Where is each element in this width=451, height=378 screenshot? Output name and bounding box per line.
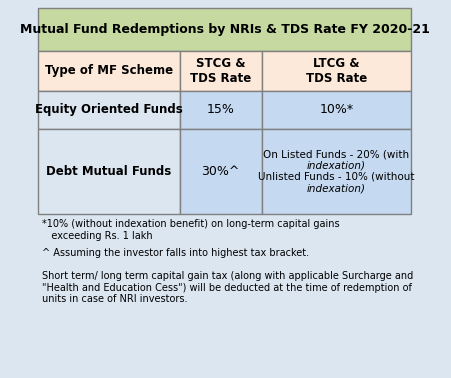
Bar: [262, 91, 411, 129]
Text: On Listed Funds - 20% (with: On Listed Funds - 20% (with: [263, 149, 410, 159]
Text: ^ Assuming the investor falls into highest tax bracket.: ^ Assuming the investor falls into highe…: [42, 248, 309, 258]
Text: Type of MF Scheme: Type of MF Scheme: [45, 64, 173, 77]
Text: 15%: 15%: [207, 103, 235, 116]
Bar: [38, 129, 179, 214]
Bar: [262, 51, 411, 91]
Bar: [179, 129, 262, 214]
Text: Short term/ long term capital gain tax (along with applicable Surcharge and
"Hea: Short term/ long term capital gain tax (…: [42, 271, 413, 304]
Text: LTCG &
TDS Rate: LTCG & TDS Rate: [306, 57, 367, 85]
Text: 30%^: 30%^: [202, 164, 240, 178]
Bar: [38, 8, 411, 51]
Text: 10%*: 10%*: [319, 103, 354, 116]
Text: Unlisted Funds - 10% (without: Unlisted Funds - 10% (without: [258, 172, 414, 182]
Text: STCG &
TDS Rate: STCG & TDS Rate: [190, 57, 251, 85]
Text: indexation): indexation): [307, 160, 366, 170]
Bar: [262, 129, 411, 214]
Text: Equity Oriented Funds: Equity Oriented Funds: [35, 103, 183, 116]
Bar: [38, 91, 179, 129]
Bar: [179, 51, 262, 91]
Bar: [179, 91, 262, 129]
Text: Mutual Fund Redemptions by NRIs & TDS Rate FY 2020-21: Mutual Fund Redemptions by NRIs & TDS Ra…: [19, 23, 429, 36]
Bar: [38, 51, 179, 91]
Text: indexation): indexation): [307, 183, 366, 193]
Text: Debt Mutual Funds: Debt Mutual Funds: [46, 164, 171, 178]
Text: *10% (without indexation benefit) on long-term capital gains
   exceeding Rs. 1 : *10% (without indexation benefit) on lon…: [42, 219, 340, 241]
